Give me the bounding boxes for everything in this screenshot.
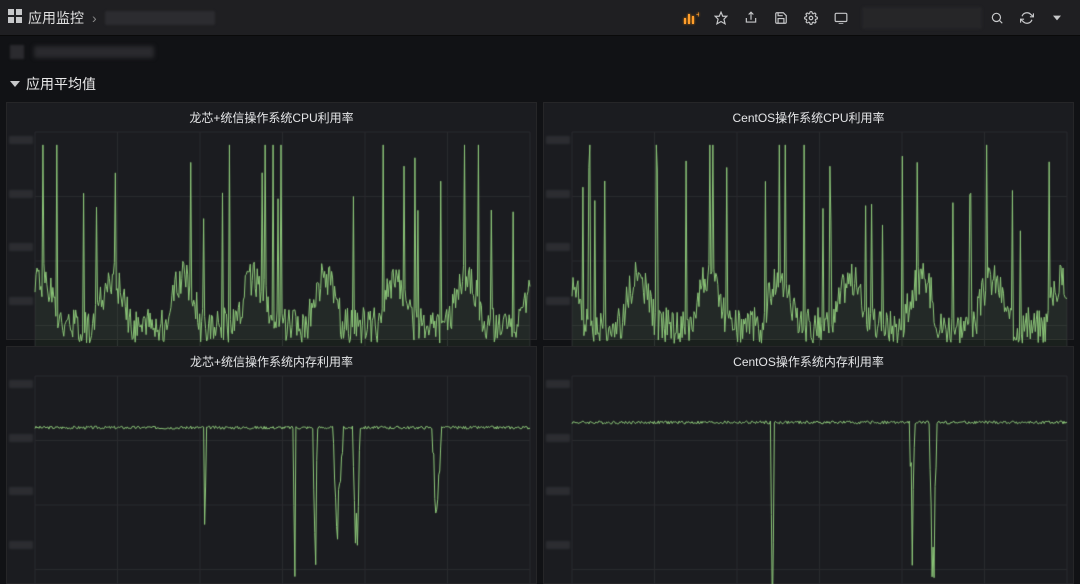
panel-centos_mem[interactable]: CentOS操作系统内存利用率11/1011/1211/1411/1611/18… xyxy=(543,346,1074,584)
panel-centos_cpu[interactable]: CentOS操作系统CPU利用率11/1011/1211/1411/1611/1… xyxy=(543,102,1074,340)
dashboard-subtitle-redacted xyxy=(105,11,215,25)
share-icon[interactable] xyxy=(736,5,766,31)
chart-area[interactable] xyxy=(7,372,536,584)
panel-title: 龙芯+统信操作系统CPU利用率 xyxy=(7,103,536,128)
panel-title: CentOS操作系统CPU利用率 xyxy=(544,103,1073,128)
variable-icon-redacted xyxy=(10,45,24,59)
panel-title: CentOS操作系统内存利用率 xyxy=(544,347,1073,372)
y-axis-labels xyxy=(9,136,33,358)
save-icon[interactable] xyxy=(766,5,796,31)
panel-loongson_cpu[interactable]: 龙芯+统信操作系统CPU利用率11/1011/1211/1411/1611/18… xyxy=(6,102,537,340)
panel-loongson_mem[interactable]: 龙芯+统信操作系统内存利用率11/1011/1211/1411/1611/181… xyxy=(6,346,537,584)
breadcrumb-sep: › xyxy=(92,10,97,26)
settings-icon[interactable] xyxy=(796,5,826,31)
view-mode-icon[interactable] xyxy=(826,5,856,31)
zoom-out-icon[interactable] xyxy=(982,5,1012,31)
dashboard-title[interactable]: 应用监控 xyxy=(28,8,84,28)
row-title: 应用平均值 xyxy=(26,74,96,94)
y-axis-labels xyxy=(9,380,33,584)
chevron-down-icon xyxy=(10,79,20,89)
breadcrumb[interactable]: 应用监控 › xyxy=(8,8,670,28)
variables-row xyxy=(0,36,1080,68)
star-icon[interactable] xyxy=(706,5,736,31)
svg-text:+: + xyxy=(696,11,699,19)
top-right-toolbar: + xyxy=(676,5,1072,31)
dashboard-grid-icon xyxy=(8,9,22,26)
y-axis-labels xyxy=(546,380,570,584)
add-panel-icon[interactable]: + xyxy=(676,5,706,31)
panel-title: 龙芯+统信操作系统内存利用率 xyxy=(7,347,536,372)
refresh-icon[interactable] xyxy=(1012,5,1042,31)
time-range-picker[interactable] xyxy=(862,7,982,29)
variable-label-redacted xyxy=(34,46,154,58)
panels-grid: 龙芯+统信操作系统CPU利用率11/1011/1211/1411/1611/18… xyxy=(0,102,1080,584)
y-axis-labels xyxy=(546,136,570,358)
row-toggle[interactable]: 应用平均值 xyxy=(0,68,1080,102)
refresh-dropdown-icon[interactable] xyxy=(1042,5,1072,31)
chart-area[interactable] xyxy=(544,372,1073,584)
top-nav: 应用监控 › + xyxy=(0,0,1080,36)
